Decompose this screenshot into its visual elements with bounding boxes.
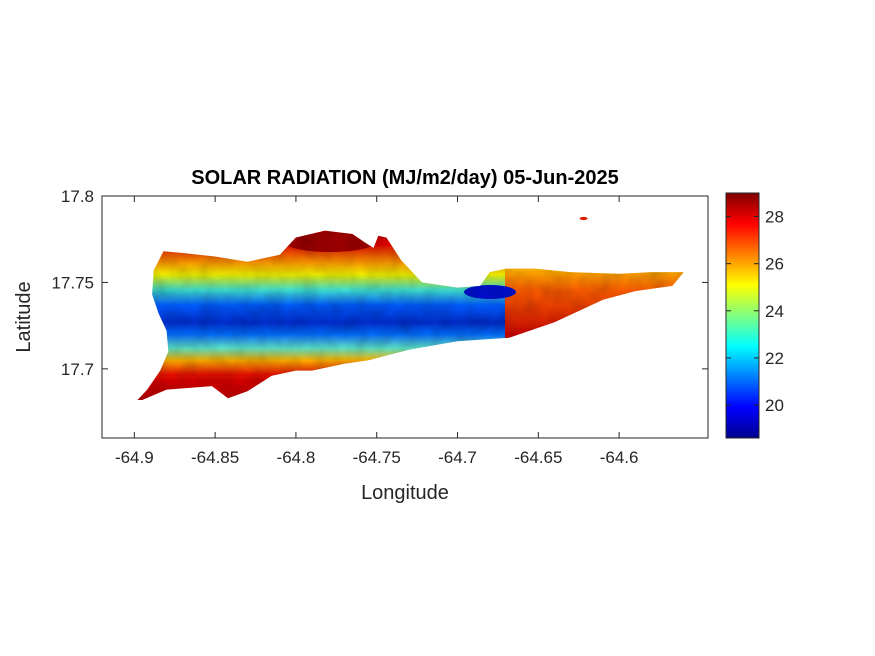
x-tick-label: -64.75 — [353, 448, 401, 467]
colorbar-tick-label: 24 — [765, 302, 784, 321]
x-axis-ticks: -64.9 -64.85 -64.8 -64.75 -64.7 -64.65 -64.6 — [115, 196, 639, 467]
y-tick-label: 17.75 — [51, 273, 94, 292]
axes-box — [101, 195, 709, 439]
chart-title: SOLAR RADIATION (MJ/m2/day) 05-Jun-2025 — [191, 167, 619, 189]
colorbar-tick-label: 20 — [765, 396, 784, 415]
colorbar: 20 22 24 26 28 — [725, 192, 784, 439]
x-axis-label: Longitude — [361, 482, 449, 504]
y-tick-label: 17.7 — [61, 360, 94, 379]
x-tick-label: -64.7 — [438, 448, 477, 467]
x-tick-label: -64.8 — [277, 448, 316, 467]
outlier-layer — [579, 216, 588, 221]
outlier-point — [579, 216, 588, 221]
colorbar-tick-label: 28 — [765, 208, 784, 227]
colorbar-tick-label: 26 — [765, 255, 784, 274]
colorbar-gradient — [725, 192, 760, 439]
heatmap-east-blue-patch — [464, 285, 516, 299]
x-tick-label: -64.9 — [115, 448, 154, 467]
y-axis-ticks: 17.7 17.75 17.8 — [51, 187, 708, 379]
x-tick-label: -64.6 — [600, 448, 639, 467]
heatmap-north-coast-band — [285, 232, 375, 252]
x-tick-label: -64.85 — [191, 448, 239, 467]
colorbar-tick-label: 22 — [765, 349, 784, 368]
x-tick-label: -64.65 — [514, 448, 562, 467]
y-tick-label: 17.8 — [61, 187, 94, 206]
colorbar-ticks: 20 22 24 26 28 — [726, 208, 784, 415]
y-axis-label: Latitude — [13, 281, 35, 352]
